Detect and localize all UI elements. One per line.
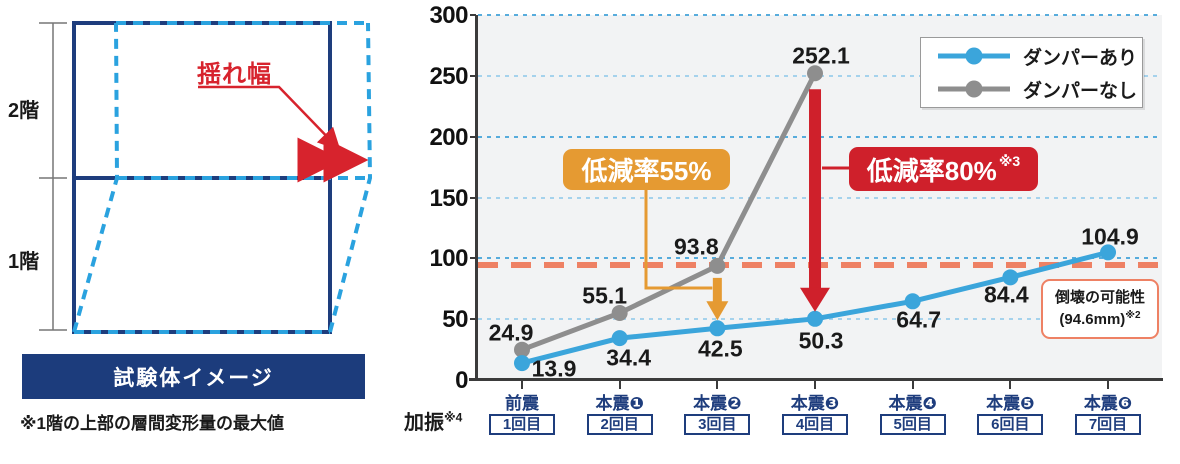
x-tick [814, 381, 816, 389]
reduction-arrow-55-icon [706, 277, 729, 321]
legend-item-damper: ダンパーあり [935, 43, 1142, 70]
left-panel: 2階 1階 揺れ幅 試験体イメージ ※1階の上部の層間変形量の最大値 [0, 0, 400, 464]
legend-label: ダンパーあり [1023, 47, 1138, 69]
data-point [611, 330, 628, 347]
x-tick [521, 381, 523, 389]
run-count-box: 5回目 [879, 414, 946, 435]
category-label: 本震❷ [693, 394, 742, 413]
value-label: 34.4 [606, 344, 652, 371]
specimen-diagram [39, 21, 373, 334]
collapse-threshold-mm: (94.6mm) [1059, 311, 1126, 328]
value-label: 64.7 [896, 306, 942, 333]
y-tick-label: 300 [429, 2, 468, 29]
x-tick [618, 381, 621, 389]
data-point [904, 293, 921, 310]
reduction-badge-80-sup: ※3 [998, 152, 1021, 169]
y-tick [470, 14, 476, 16]
reduction-badge-55-text: 低減率55% [581, 156, 712, 186]
run-count-box: 6回目 [977, 414, 1044, 435]
legend-label: ダンパーなし [1023, 80, 1138, 102]
reduction-badge-80: 低減率80% ※3 [849, 147, 1038, 191]
category-label: 本震❺ [986, 394, 1035, 413]
x-axis [469, 378, 1163, 381]
data-point [1002, 269, 1019, 286]
category-label: 本震❸ [790, 394, 840, 413]
x-tick [716, 381, 719, 389]
legend-marker-icon [938, 47, 1010, 65]
run-count-box: 1回目 [489, 414, 555, 435]
x-axis-title: 加振※4 [404, 406, 462, 435]
value-label: 50.3 [798, 327, 844, 354]
y-tick-label: 250 [429, 62, 468, 90]
collapse-threshold-sup: ※2 [1125, 310, 1141, 321]
y-tick-label: 50 [442, 306, 468, 334]
y-tick [470, 318, 476, 321]
y-tick [470, 379, 476, 381]
floor2-label: 2階 [8, 100, 40, 122]
legend: ダンパーあり ダンパーなし [920, 37, 1143, 108]
reduction-arrow-80-icon [800, 89, 831, 312]
specimen-footnote: ※1階の上部の層間変形量の最大値 [20, 414, 284, 433]
run-count-box: 3回目 [684, 414, 751, 435]
data-point [709, 320, 726, 337]
value-label: 55.1 [582, 282, 628, 309]
dimension-bracket-icon [39, 22, 67, 331]
series-line-no-damper [521, 72, 818, 353]
category-label: 本震❻ [1083, 394, 1133, 413]
legend-item-no-damper: ダンパーなし [935, 76, 1142, 103]
category-label: 前震 [505, 394, 539, 413]
data-point [611, 304, 628, 321]
badge-55-connector-icon [644, 190, 713, 290]
y-tick-label: 150 [429, 184, 468, 212]
run-count-box: 7回目 [1075, 414, 1142, 435]
y-tick-label: 200 [429, 123, 468, 151]
floor1-label: 1階 [8, 251, 40, 273]
legend-marker-icon [938, 80, 1010, 98]
data-point [514, 355, 530, 372]
data-point [807, 65, 824, 82]
data-point [1100, 244, 1117, 261]
data-point [514, 341, 530, 358]
run-count-box: 2回目 [586, 414, 653, 435]
data-point [709, 257, 726, 274]
x-tick [1107, 381, 1110, 389]
collapse-threshold-value: (94.6mm)※2 [1059, 309, 1140, 331]
x-axis-title-text: 加振 [404, 412, 444, 434]
value-label: 24.9 [488, 319, 534, 346]
x-axis-title-sup: ※4 [444, 410, 463, 425]
collapse-threshold-box: 倒壊の可能性 (94.6mm)※2 [1041, 279, 1159, 339]
value-label: 93.8 [673, 233, 719, 260]
y-tick [470, 196, 476, 199]
x-tick [1009, 381, 1012, 389]
value-label: 13.9 [531, 355, 577, 382]
collapse-threshold-label: 倒壊の可能性 [1054, 289, 1145, 307]
y-tick [470, 74, 476, 77]
data-point [807, 310, 824, 327]
specimen-caption: 試験体イメージ [113, 366, 274, 390]
run-count-box: 4回目 [782, 414, 848, 435]
value-label: 252.1 [792, 42, 850, 69]
y-tick [470, 135, 476, 138]
y-tick-label: 100 [429, 245, 468, 273]
y-axis [475, 15, 478, 381]
reduction-badge-55: 低減率55% [563, 149, 730, 190]
category-label: 本震❹ [888, 394, 937, 413]
reduction-badge-80-text: 低減率80% [866, 155, 997, 186]
sway-arrow-icon [198, 85, 369, 183]
value-label: 104.9 [1081, 223, 1139, 250]
value-label: 42.5 [697, 335, 743, 362]
value-label: 84.4 [983, 281, 1029, 308]
category-label: 本震❶ [595, 394, 644, 413]
x-tick [911, 381, 914, 389]
y-tick-label: 0 [455, 367, 468, 394]
sway-width-label: 揺れ幅 [197, 61, 272, 88]
gridline-300 [478, 14, 1162, 16]
specimen-caption-banner: 試験体イメージ [22, 354, 365, 399]
y-tick [470, 257, 476, 260]
